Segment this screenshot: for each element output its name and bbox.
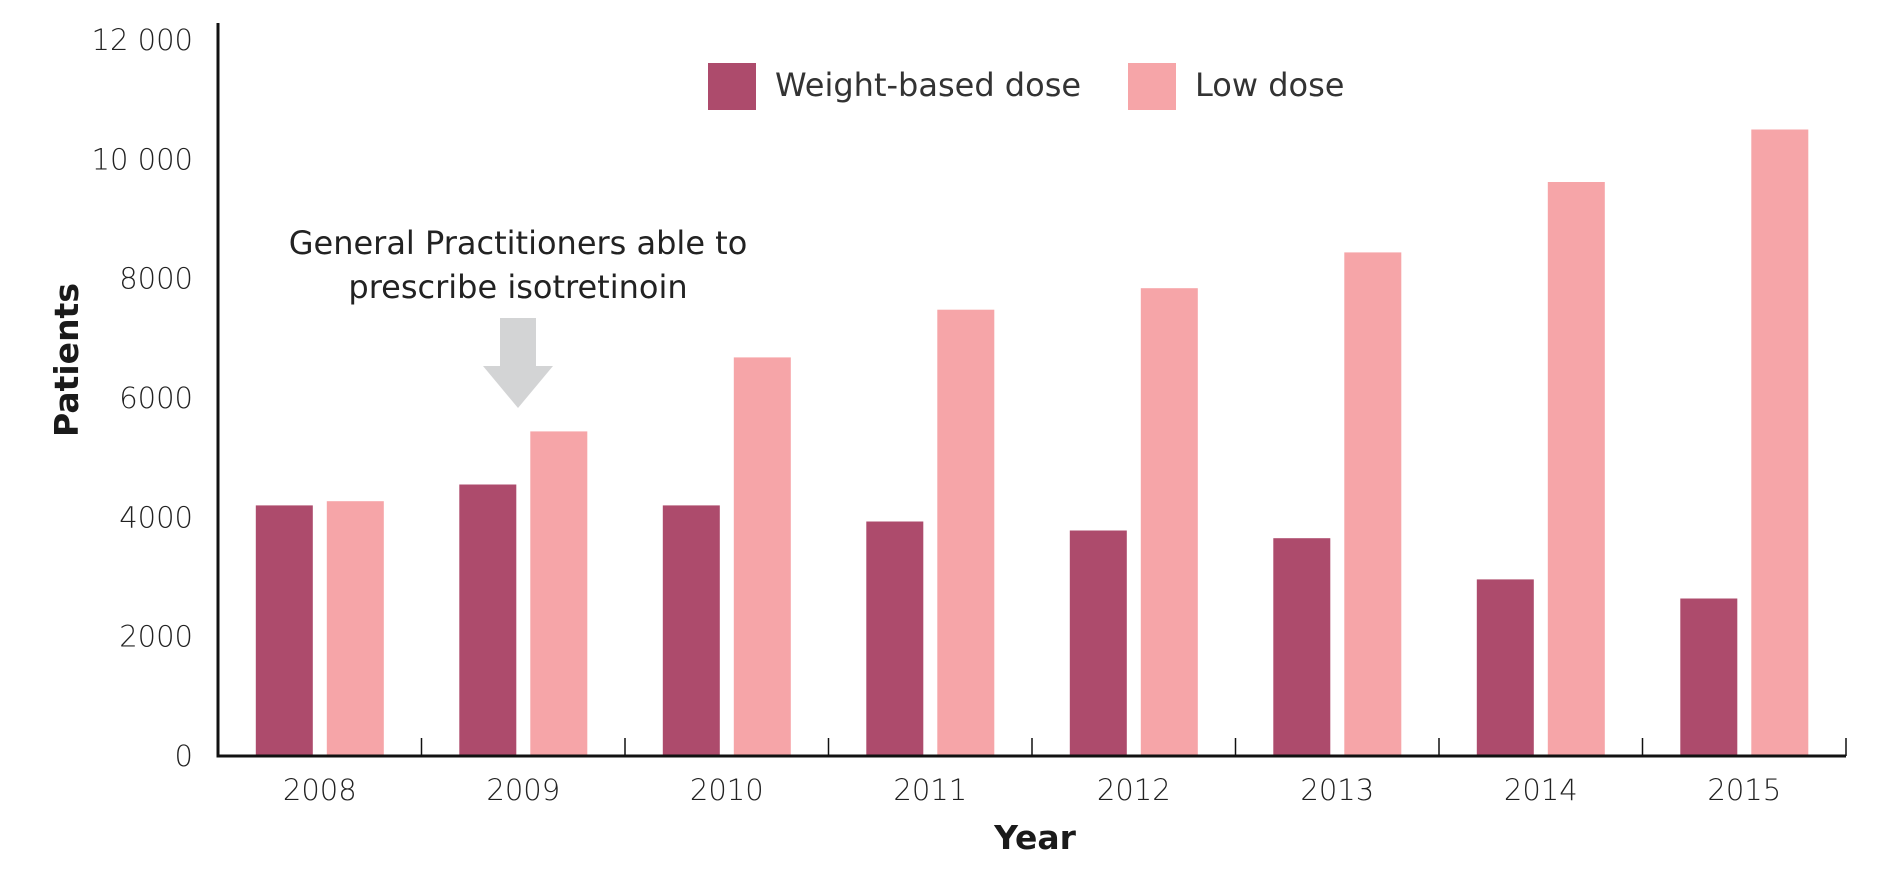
bar-low-dose-2013 xyxy=(1344,252,1402,756)
bar-weight-based-dose-2011 xyxy=(866,521,924,756)
annotation: General Practitioners able to prescribe … xyxy=(289,224,748,408)
bar-weight-based-dose-2012 xyxy=(1069,530,1127,756)
x-tick-label: 2012 xyxy=(1097,773,1171,807)
bar-low-dose-2011 xyxy=(937,309,995,756)
annotation-line-1: General Practitioners able to xyxy=(289,224,748,262)
bar-low-dose-2009 xyxy=(530,431,588,756)
legend-label-low-dose: Low dose xyxy=(1195,66,1344,104)
x-tick-labels: 2008 2009 2010 2011 2012 2013 2014 2015 xyxy=(283,773,1781,807)
bar-weight-based-dose-2010 xyxy=(662,505,720,756)
y-tick-label: 2000 xyxy=(119,620,193,654)
down-arrow-icon xyxy=(483,318,553,408)
y-tick-labels: 0 2000 4000 6000 8000 10 000 12 000 xyxy=(92,23,193,773)
y-tick-label: 10 000 xyxy=(92,142,193,176)
x-tick-label: 2014 xyxy=(1504,773,1578,807)
y-tick-label: 12 000 xyxy=(92,23,193,57)
y-tick-label: 8000 xyxy=(119,262,193,296)
annotation-line-2: prescribe isotretinoin xyxy=(348,268,687,306)
bar-weight-based-dose-2014 xyxy=(1476,579,1534,756)
bar-low-dose-2008 xyxy=(326,501,384,756)
y-axis-title: Patients xyxy=(47,283,86,437)
y-tick-label: 6000 xyxy=(119,381,193,415)
legend-swatch-low-dose xyxy=(1128,63,1176,110)
bar-low-dose-2012 xyxy=(1140,288,1198,756)
bar-low-dose-2015 xyxy=(1751,129,1809,756)
y-tick-label: 4000 xyxy=(119,500,193,534)
bar-weight-based-dose-2008 xyxy=(255,505,313,756)
bar-weight-based-dose-2009 xyxy=(459,484,517,756)
x-tick-label: 2013 xyxy=(1300,773,1374,807)
legend-swatch-weight-based xyxy=(708,63,756,110)
bar-weight-based-dose-2015 xyxy=(1680,598,1738,756)
x-tick-label: 2011 xyxy=(893,773,967,807)
axes-layer xyxy=(216,23,1847,758)
bar-weight-based-dose-2013 xyxy=(1273,538,1331,756)
x-axis-title: Year xyxy=(993,818,1077,857)
x-tick-label: 2008 xyxy=(283,773,357,807)
bars-layer xyxy=(255,129,1809,756)
x-tick-label: 2010 xyxy=(690,773,764,807)
legend: Weight-based dose Low dose xyxy=(708,63,1344,110)
legend-label-weight-based: Weight-based dose xyxy=(775,66,1081,104)
x-tick-label: 2015 xyxy=(1707,773,1781,807)
bar-low-dose-2014 xyxy=(1547,182,1605,756)
x-tick-label: 2009 xyxy=(486,773,560,807)
bar-low-dose-2010 xyxy=(733,357,791,756)
y-tick-label: 0 xyxy=(175,739,193,773)
